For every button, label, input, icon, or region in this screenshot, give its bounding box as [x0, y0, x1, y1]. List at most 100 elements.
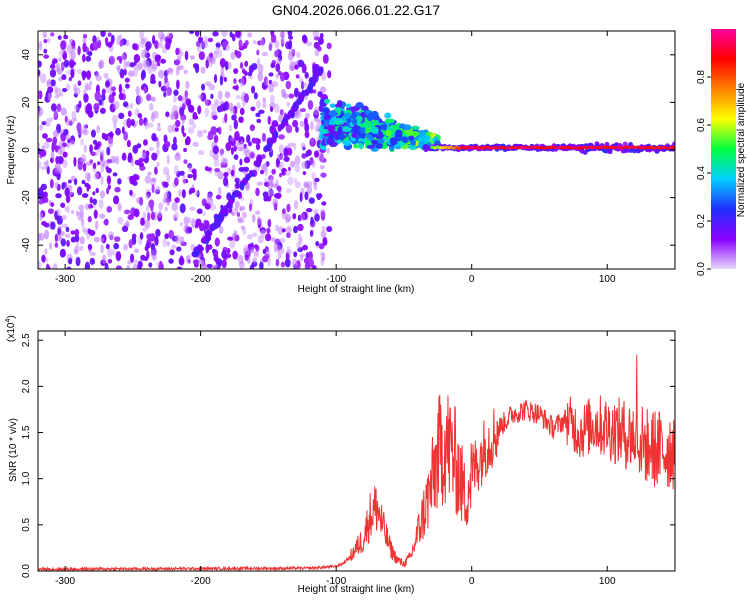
spectrogram-cell	[351, 118, 358, 126]
spectrogram-cell	[139, 40, 146, 49]
spectrogram-cell	[38, 142, 41, 148]
spectrogram-cell	[154, 40, 159, 50]
spectrogram-cell	[174, 234, 181, 244]
y-tick-label: 1.5	[21, 425, 32, 439]
spectrogram-cell	[230, 169, 235, 177]
spectrogram-cell	[200, 66, 206, 74]
spectrogram-cell	[130, 157, 135, 167]
spectrogram-cell	[276, 244, 282, 252]
spectrogram-cell	[50, 221, 56, 230]
spectrogram-cell	[271, 120, 279, 128]
spectrogram-cell	[50, 151, 55, 160]
spectrogram-cell	[185, 80, 190, 90]
spectrogram-cell	[376, 143, 384, 149]
spectrogram-cell	[266, 227, 271, 234]
spectrogram-cell	[87, 228, 91, 234]
spectrogram-cell	[145, 205, 150, 212]
spectrogram-cell	[207, 134, 214, 141]
spectrogram-cell	[152, 254, 158, 262]
spectrogram-cell	[319, 39, 324, 44]
spectrogram-cell	[283, 147, 289, 158]
spectrogram-cell	[252, 232, 258, 237]
spectrogram-cell	[321, 146, 327, 151]
spectrogram-cell	[173, 164, 179, 175]
spectrogram-cell	[228, 102, 234, 111]
spectrogram-cell	[204, 98, 209, 106]
spectrogram-cell	[152, 110, 159, 120]
spectrogram-cell	[76, 186, 83, 196]
spectrogram-cell	[84, 203, 91, 211]
spectrogram-cell	[89, 196, 93, 204]
spectrogram-cell	[326, 225, 333, 233]
spectrogram-cell	[53, 109, 58, 119]
spectrogram-cell	[44, 248, 48, 255]
spectrogram-cell	[143, 60, 150, 70]
spectrogram-cell	[111, 114, 119, 124]
spectrogram-cell	[253, 92, 258, 100]
spectrogram-cell	[81, 179, 86, 185]
spectrogram-cell	[320, 208, 326, 218]
spectrogram-cell	[125, 219, 129, 227]
spectrogram-cell	[221, 157, 226, 166]
spectrogram-cell	[127, 110, 132, 117]
spectrogram-cell	[168, 258, 174, 264]
spectrogram-cell	[300, 212, 306, 221]
spectrogram-cell	[214, 237, 220, 247]
spectrogram-cell	[70, 118, 75, 125]
y-tick-label: 0.5	[21, 517, 32, 531]
spectrogram-cell	[275, 63, 281, 72]
spectrogram-cell	[191, 218, 196, 228]
spectrogram-cell	[57, 155, 64, 165]
spectrogram-cell	[123, 68, 127, 76]
snr-series-line	[38, 354, 675, 571]
spectrogram-cell	[137, 260, 143, 269]
spectrogram-cell	[142, 211, 147, 220]
spectrogram-cell	[156, 148, 160, 157]
spectrogram-cell	[365, 133, 373, 140]
spectrogram-cell	[235, 180, 240, 189]
spectrogram-cell	[163, 181, 169, 188]
spectrogram-cell	[239, 107, 245, 116]
spectrogram-cell	[38, 60, 42, 68]
spectrogram-cell	[47, 86, 54, 94]
spectrogram-cell	[181, 116, 185, 125]
spectrogram-cell	[395, 129, 403, 138]
spectrogram-cell	[92, 162, 97, 170]
spectrogram-cell	[123, 209, 131, 215]
spectrogram-cell	[155, 228, 161, 237]
spectrogram-cell	[278, 134, 285, 140]
spectrogram-cell	[116, 64, 121, 74]
spectrogram-cell	[66, 266, 72, 269]
spectrogram-cell	[239, 183, 245, 191]
spectrogram-cell	[384, 112, 392, 119]
spectrogram-cell	[84, 261, 90, 269]
spectrogram-cell	[88, 80, 93, 86]
spectrogram-cell	[166, 172, 170, 183]
spectrogram-cell	[179, 107, 185, 117]
x-tick-label: -200	[191, 274, 211, 285]
spectrogram-cell	[301, 89, 306, 98]
spectrogram-cell	[294, 181, 302, 189]
spectrogram-cell	[342, 126, 351, 133]
spectrogram-cell	[421, 134, 431, 142]
spectrogram-cell	[71, 209, 75, 215]
spectrogram-cell	[285, 80, 292, 90]
colorbar-tick-label: 0.8	[696, 70, 707, 84]
spectrogram-cell	[237, 216, 243, 223]
spectrogram-cell	[239, 77, 245, 88]
spectrogram-cell	[288, 48, 294, 56]
spectrogram-cell	[239, 158, 243, 166]
spectrogram-cell	[293, 225, 298, 234]
spectrogram-cell	[70, 68, 75, 79]
spectrogram-cell	[99, 190, 105, 199]
spectrogram-cell	[67, 179, 72, 184]
spectrogram-cell	[182, 175, 187, 185]
spectrogram-cell	[291, 106, 297, 112]
spectrogram-cell	[185, 136, 191, 146]
colorbar-label: Normalized spectral amplitude	[736, 82, 747, 217]
spectrogram-cell	[107, 258, 113, 264]
spectrogram-cell	[243, 166, 250, 172]
spectrogram-cell	[285, 188, 292, 194]
spectrogram-cell	[192, 171, 197, 181]
